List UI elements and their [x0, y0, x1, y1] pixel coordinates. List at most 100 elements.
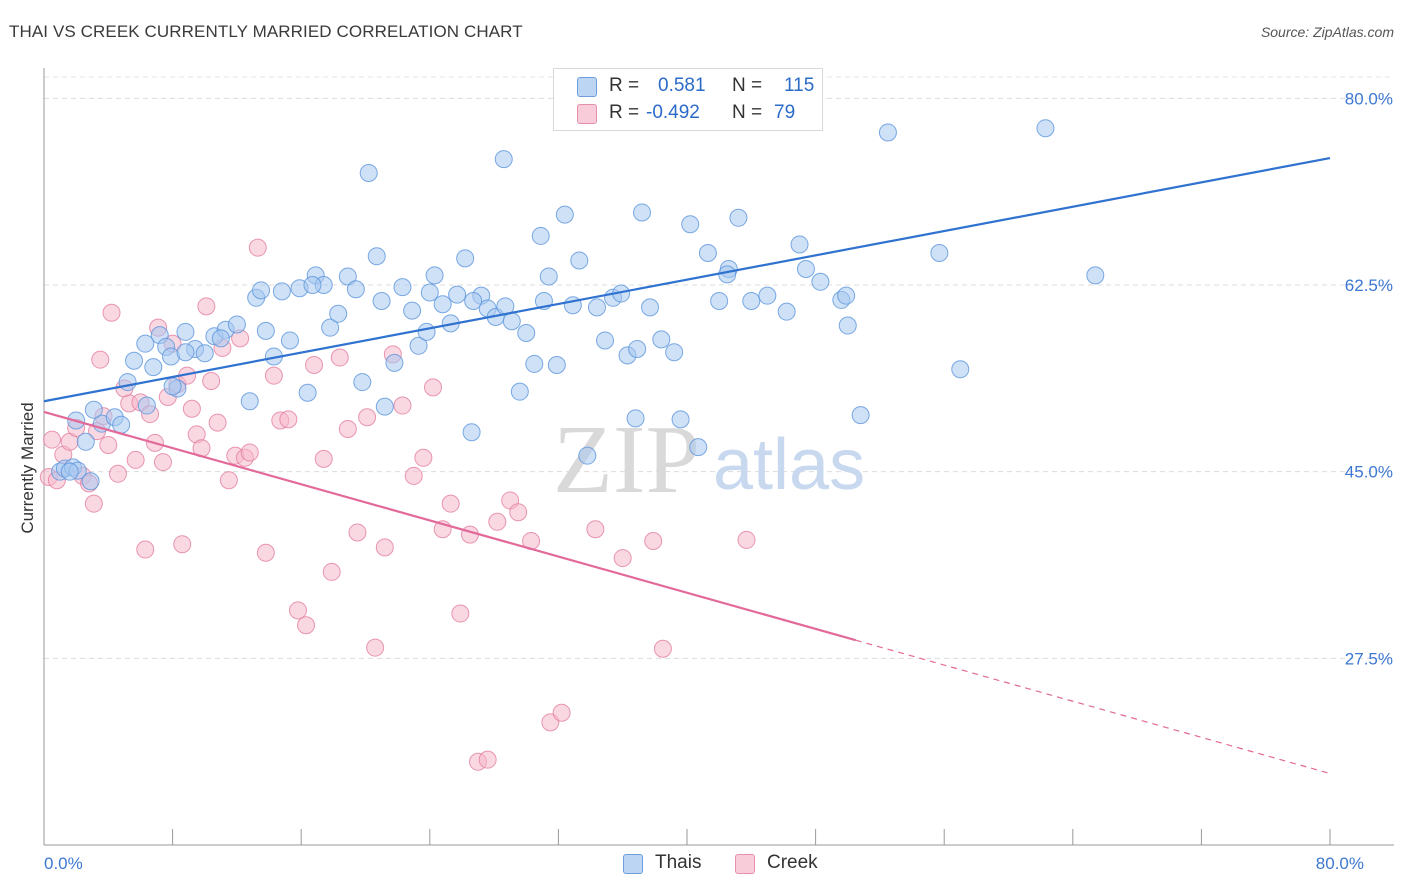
creek-point: [414, 448, 433, 467]
thais-point: [462, 423, 481, 442]
thais-point: [464, 292, 483, 310]
thais-point: [303, 276, 322, 294]
creek-point: [404, 466, 423, 485]
creek-point: [552, 703, 571, 722]
y-tick-label: 27.5%: [1345, 649, 1393, 668]
thais-point: [433, 295, 452, 314]
x-tick-label: 80.0%: [1316, 854, 1364, 873]
thais-point: [531, 226, 550, 245]
creek-point: [173, 535, 192, 554]
thais-point: [1036, 119, 1055, 138]
thais-point: [298, 383, 317, 402]
creek-point: [330, 348, 349, 367]
creek-point: [219, 471, 238, 490]
creek-point: [393, 396, 412, 415]
watermark: ZIP atlas: [553, 406, 865, 514]
creek-point: [108, 464, 127, 483]
thais-point: [321, 318, 340, 337]
creek-point: [460, 525, 479, 544]
creek-point: [197, 297, 216, 316]
thais-point: [878, 123, 897, 142]
creek-trend-extension: [855, 639, 1331, 775]
creek-point: [509, 503, 528, 522]
thais-point: [578, 446, 597, 465]
thais-point: [385, 353, 404, 372]
thais-legend-swatch: [623, 854, 643, 874]
thais-point: [211, 329, 230, 348]
creek-point: [424, 378, 443, 397]
thais-point: [137, 396, 156, 415]
thais-point: [272, 282, 291, 301]
creek-point: [182, 399, 201, 418]
creek-point: [91, 350, 110, 369]
n-label: N =: [732, 102, 763, 123]
thais-point: [372, 292, 391, 310]
thais-point: [375, 397, 394, 416]
thais-point: [641, 298, 660, 317]
creek-point: [297, 616, 316, 635]
creek-point: [488, 512, 507, 531]
thais-point: [671, 410, 690, 429]
thais-point: [256, 321, 275, 340]
thais-point: [652, 330, 671, 349]
source-label: Source: ZipAtlas.com: [1260, 24, 1394, 40]
thais-point: [112, 415, 131, 434]
thais-point: [81, 472, 100, 491]
creek-point: [99, 436, 118, 454]
thais-point: [930, 244, 949, 262]
creek-point: [644, 532, 663, 550]
creek-point: [84, 494, 103, 513]
creek-point: [441, 494, 460, 513]
creek-point: [136, 540, 155, 559]
creek-point: [358, 408, 377, 427]
thais-point: [346, 280, 365, 299]
creek-point: [264, 366, 283, 385]
tick-labels: 27.5% 45.0% 62.5% 80.0% 0.0% 80.0%: [44, 89, 1393, 873]
thais-point: [555, 205, 574, 224]
thais-point: [136, 334, 155, 353]
thais-point: [951, 360, 970, 379]
creek-point: [126, 450, 145, 469]
thais-point: [252, 281, 271, 300]
thais-point: [851, 406, 870, 425]
n-value: 115: [784, 75, 815, 96]
creek-point: [586, 520, 605, 539]
thais-point: [698, 244, 717, 262]
creek-legend-swatch: [735, 854, 755, 874]
creek-point: [248, 238, 267, 257]
thais-point: [118, 373, 137, 392]
thais-point: [632, 203, 651, 222]
creek-point: [288, 601, 307, 620]
thais-point: [710, 292, 729, 310]
x-tick-label: 0.0%: [44, 854, 83, 873]
creek-swatch: [577, 104, 597, 124]
creek-point: [366, 638, 385, 657]
chart-title: THAI VS CREEK CURRENTLY MARRIED CORRELAT…: [9, 22, 523, 41]
thais-point: [596, 331, 615, 350]
trend-lines: [43, 156, 1331, 775]
creek-point: [240, 443, 259, 462]
thais-point: [403, 301, 422, 320]
n-label: N =: [732, 75, 763, 96]
thais-point: [125, 351, 144, 370]
r-label: R =: [609, 102, 640, 123]
y-tick-label: 80.0%: [1345, 89, 1393, 108]
thais-point: [60, 462, 79, 481]
grid-lines: [44, 76, 1394, 659]
thais-point: [525, 354, 544, 373]
axes: [43, 68, 1394, 846]
thais-point: [84, 400, 103, 419]
thais-point: [796, 260, 815, 278]
thais-point: [176, 322, 195, 341]
creek-point: [256, 543, 275, 562]
thais-point: [240, 392, 259, 411]
watermark-atlas: atlas: [713, 425, 865, 505]
thais-point: [729, 208, 748, 227]
thais-point: [628, 340, 647, 358]
thais-point: [510, 382, 529, 401]
creek-point: [338, 420, 357, 438]
thais-legend-label: Thais: [655, 852, 702, 873]
thais-point: [494, 150, 513, 169]
r-value: 0.581: [658, 75, 706, 96]
